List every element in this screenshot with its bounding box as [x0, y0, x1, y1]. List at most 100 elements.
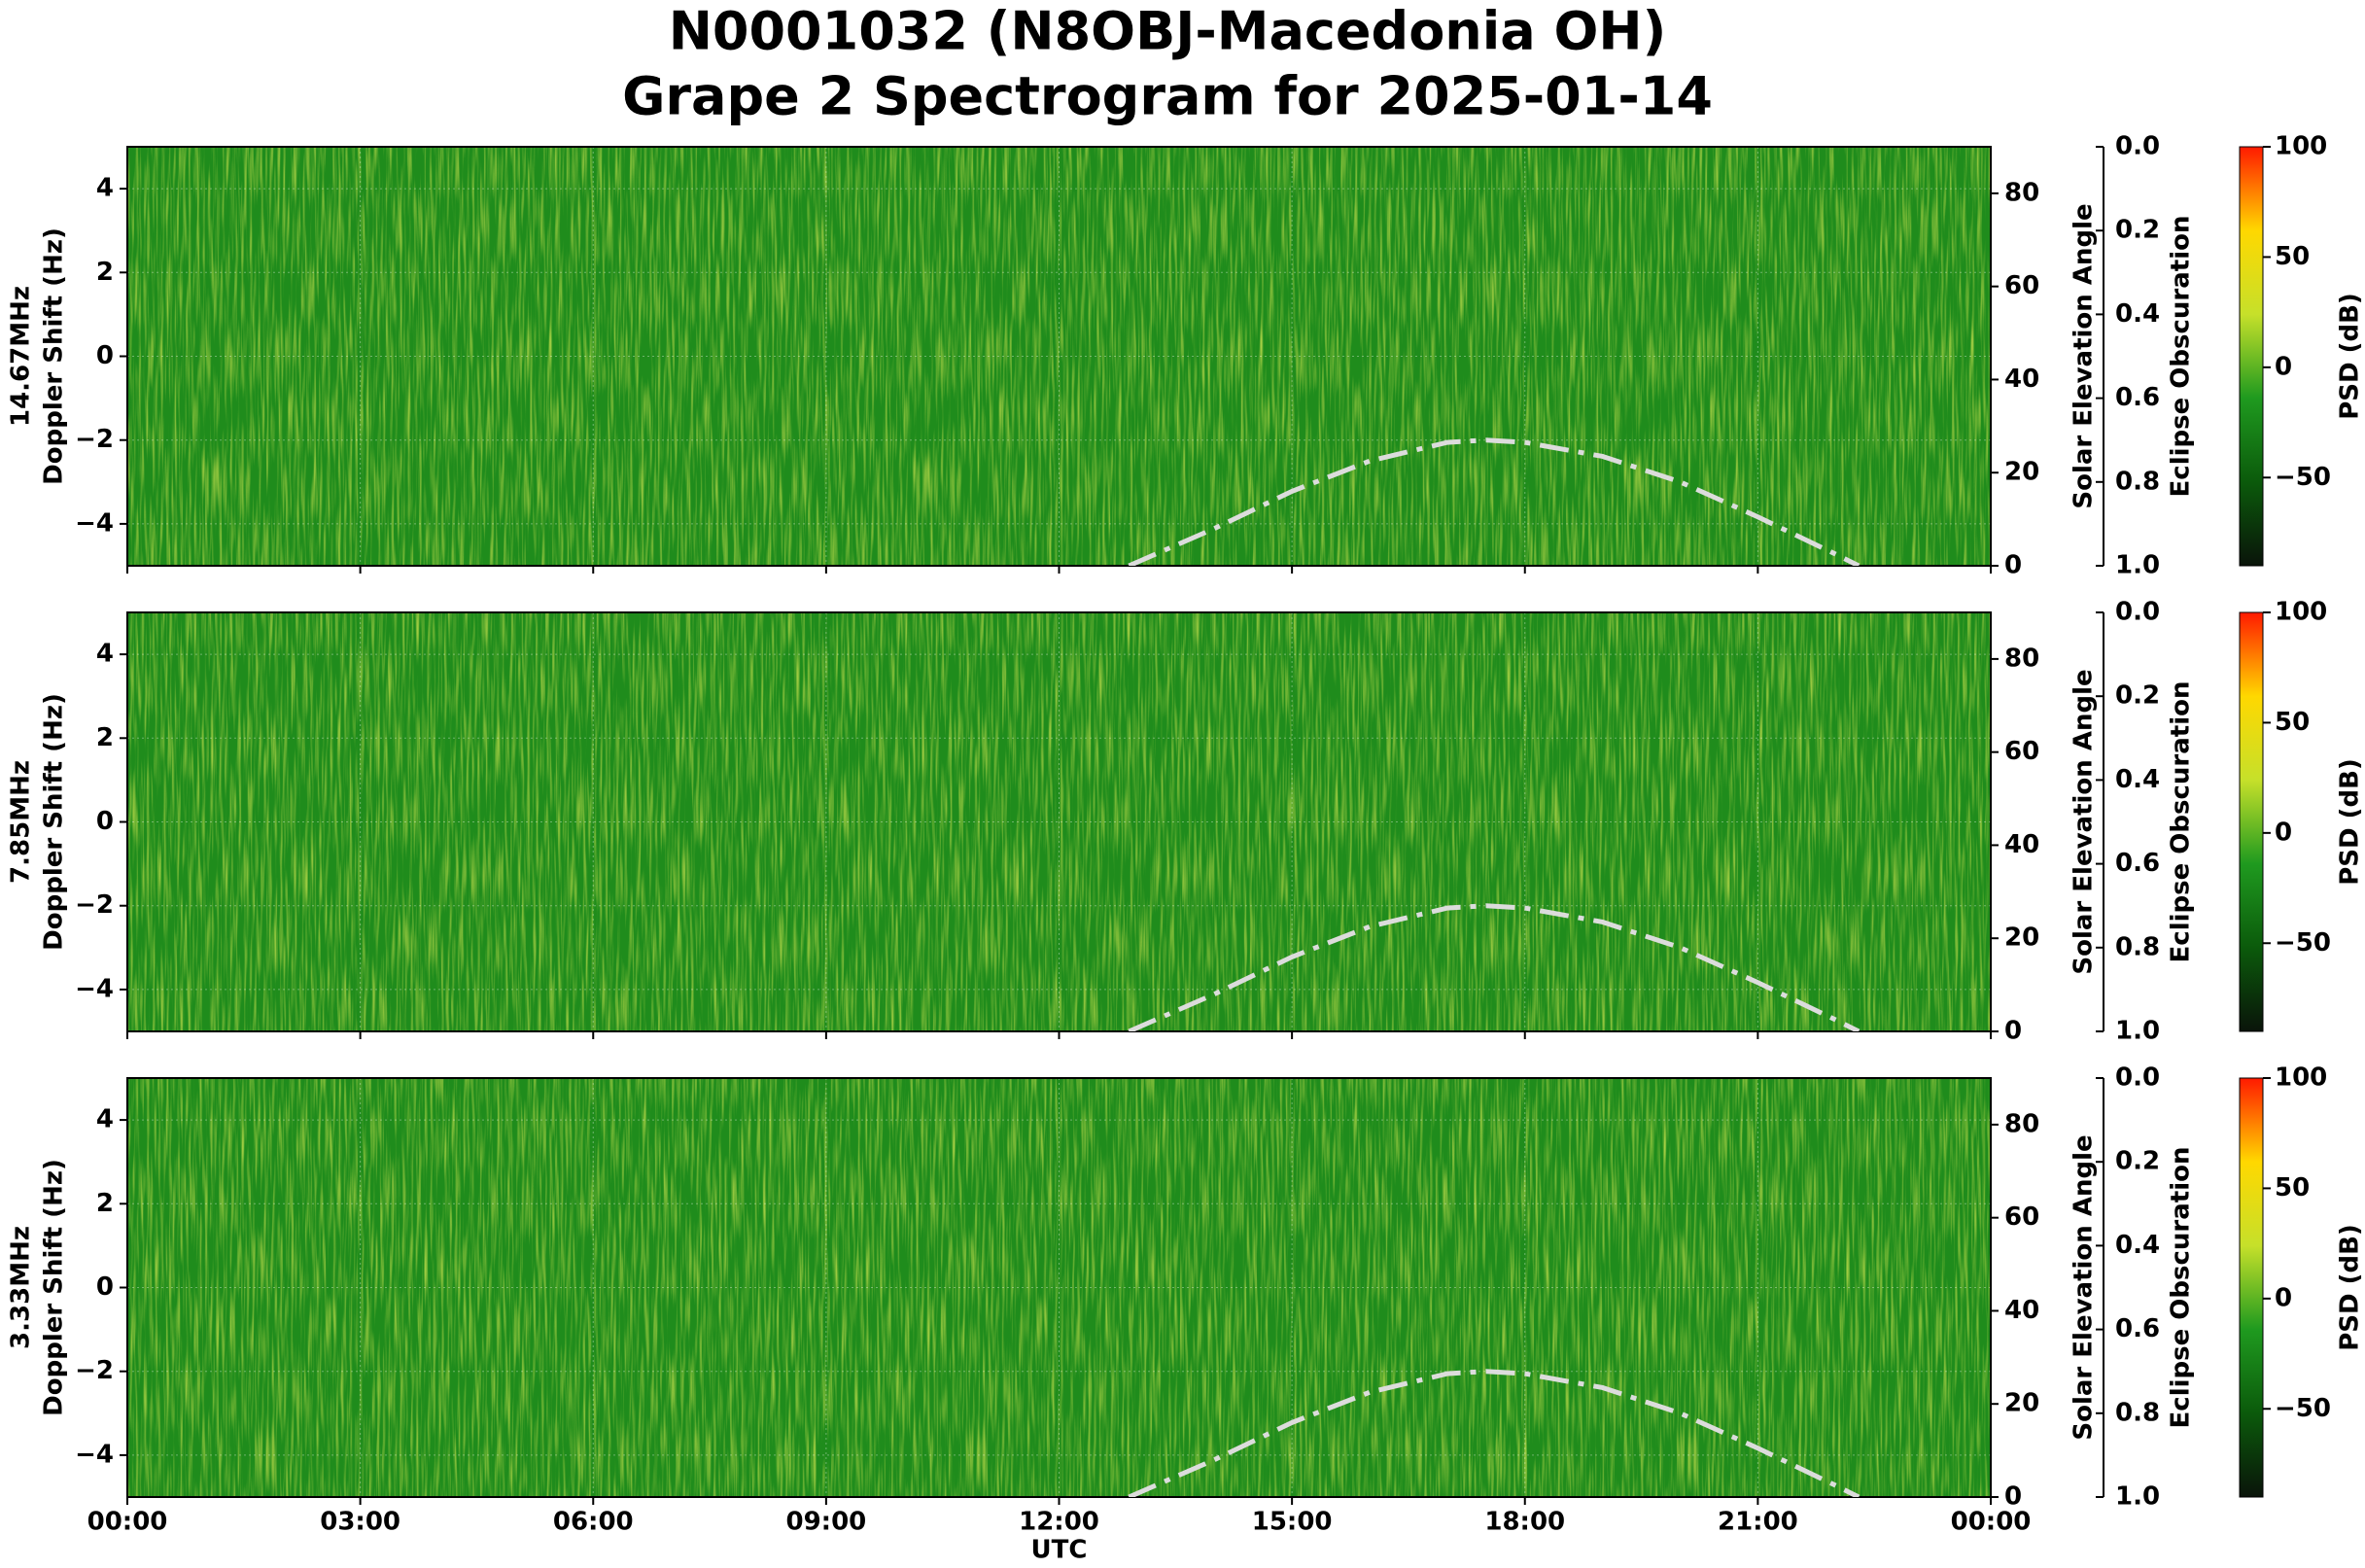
- eclipse-tick-label: 0.6: [2115, 383, 2160, 412]
- x-label: UTC: [1031, 1536, 1088, 1565]
- y-tick-label: 4: [96, 640, 114, 669]
- y-tick-label: 0: [96, 1272, 114, 1302]
- y-tick-label: 4: [96, 1105, 114, 1134]
- plot-frame: [126, 611, 1992, 1032]
- eclipse-tick-label: 0.0: [2115, 598, 2160, 627]
- y-tick-label: 2: [96, 258, 114, 287]
- colorbar-tick-label: 50: [2275, 708, 2310, 737]
- y-tick-label: 4: [96, 174, 114, 203]
- panel-name: 7.85MHz: [7, 760, 36, 884]
- spectrogram-texture: [127, 612, 1991, 1031]
- y2-label: Solar Elevation Angle: [2069, 669, 2099, 974]
- eclipse-tick-label: 1.0: [2115, 551, 2160, 580]
- colorbar-tick-label: 0: [2275, 1283, 2292, 1312]
- y2-tick-label: 80: [2004, 1109, 2039, 1138]
- colorbar: [2239, 1077, 2264, 1498]
- y-tick-label: 2: [96, 1189, 114, 1218]
- colorbar-tick-label: −50: [2275, 1394, 2331, 1423]
- y-tick-label: −4: [75, 1440, 114, 1469]
- y-tick-label: −4: [75, 508, 114, 538]
- eclipse-tick-label: 0.4: [2115, 299, 2160, 329]
- eclipse-tick-label: 0.8: [2115, 1398, 2160, 1427]
- colorbar-label: PSD (dB): [2336, 758, 2365, 886]
- solar-elevation-line: [1128, 1369, 1861, 1497]
- y2-tick-label: 20: [2004, 1389, 2039, 1418]
- colorbar: [2239, 146, 2264, 567]
- x-tick-label: 21:00: [1718, 1508, 1798, 1537]
- eclipse-tick-label: 1.0: [2115, 1482, 2160, 1512]
- solar-elevation-line: [1128, 903, 1861, 1031]
- colorbar-tick-label: 100: [2275, 132, 2327, 161]
- x-tick-label: 18:00: [1484, 1508, 1565, 1537]
- colorbar-tick-label: 100: [2275, 1063, 2327, 1093]
- plot-frame: [126, 1077, 1992, 1498]
- spectrogram-texture: [127, 147, 1991, 566]
- y2-label: Solar Elevation Angle: [2069, 1134, 2099, 1440]
- colorbar: [2239, 611, 2264, 1032]
- y-tick-label: 0: [96, 807, 114, 836]
- x-tick-label: 12:00: [1019, 1508, 1099, 1537]
- eclipse-tick-label: 0.2: [2115, 216, 2160, 245]
- eclipse-label: Eclipse Obscuration: [2167, 1147, 2196, 1429]
- chart-subtitle: Grape 2 Spectrogram for 2025-01-14: [622, 66, 1713, 127]
- y2-tick-label: 40: [2004, 830, 2039, 859]
- eclipse-label: Eclipse Obscuration: [2167, 681, 2196, 963]
- x-tick-label: 06:00: [553, 1508, 634, 1537]
- y-tick-label: 0: [96, 341, 114, 370]
- y2-tick-label: 60: [2004, 1202, 2039, 1232]
- plot-frame: [126, 146, 1992, 567]
- colorbar-tick-label: −50: [2275, 928, 2331, 958]
- y2-tick-label: 40: [2004, 1296, 2039, 1325]
- chart-title: N0001032 (N8OBJ-Macedonia OH): [669, 1, 1667, 62]
- colorbar-tick-label: 50: [2275, 1173, 2310, 1202]
- x-tick-label: 03:00: [320, 1508, 400, 1537]
- y-tick-label: −2: [75, 890, 114, 920]
- y-label: Doppler Shift (Hz): [40, 693, 69, 951]
- y2-tick-label: 20: [2004, 458, 2039, 487]
- y2-label: Solar Elevation Angle: [2069, 203, 2099, 508]
- y-tick-label: −4: [75, 974, 114, 1003]
- colorbar-tick-label: 0: [2275, 352, 2292, 381]
- eclipse-tick-label: 0.0: [2115, 132, 2160, 161]
- y2-tick-label: 0: [2004, 551, 2022, 580]
- eclipse-tick-label: 0.0: [2115, 1063, 2160, 1093]
- y2-tick-label: 80: [2004, 644, 2039, 673]
- colorbar-label: PSD (dB): [2336, 293, 2365, 420]
- colorbar-tick-label: 0: [2275, 818, 2292, 847]
- spectrogram-texture: [127, 1078, 1991, 1497]
- eclipse-tick-label: 0.4: [2115, 765, 2160, 794]
- y-tick-label: 2: [96, 723, 114, 752]
- y2-tick-label: 0: [2004, 1017, 2022, 1046]
- y-tick-label: −2: [75, 425, 114, 454]
- eclipse-label: Eclipse Obscuration: [2167, 216, 2196, 498]
- x-tick-label: 00:00: [87, 1508, 168, 1537]
- eclipse-tick-label: 0.6: [2115, 1314, 2160, 1343]
- eclipse-tick-label: 0.4: [2115, 1231, 2160, 1260]
- y2-tick-label: 60: [2004, 271, 2039, 300]
- y-label: Doppler Shift (Hz): [40, 1159, 69, 1416]
- colorbar-tick-label: 50: [2275, 242, 2310, 271]
- solar-elevation-line: [1128, 437, 1861, 566]
- eclipse-tick-label: 0.2: [2115, 1147, 2160, 1176]
- y2-tick-label: 20: [2004, 923, 2039, 953]
- y2-tick-label: 40: [2004, 365, 2039, 394]
- panel-name: 3.33MHz: [7, 1226, 36, 1349]
- eclipse-tick-label: 0.2: [2115, 681, 2160, 711]
- eclipse-tick-label: 0.8: [2115, 932, 2160, 961]
- y-label: Doppler Shift (Hz): [40, 227, 69, 485]
- colorbar-label: PSD (dB): [2336, 1224, 2365, 1351]
- x-tick-label: 00:00: [1951, 1508, 2032, 1537]
- panel-name: 14.67MHz: [7, 286, 36, 427]
- colorbar-tick-label: 100: [2275, 598, 2327, 627]
- y-tick-label: −2: [75, 1356, 114, 1385]
- y2-tick-label: 60: [2004, 737, 2039, 766]
- x-tick-label: 09:00: [785, 1508, 866, 1537]
- eclipse-tick-label: 0.8: [2115, 467, 2160, 496]
- colorbar-tick-label: −50: [2275, 463, 2331, 492]
- y2-tick-label: 80: [2004, 178, 2039, 207]
- eclipse-tick-label: 0.6: [2115, 849, 2160, 878]
- y2-tick-label: 0: [2004, 1482, 2022, 1512]
- x-tick-label: 15:00: [1252, 1508, 1333, 1537]
- eclipse-tick-label: 1.0: [2115, 1017, 2160, 1046]
